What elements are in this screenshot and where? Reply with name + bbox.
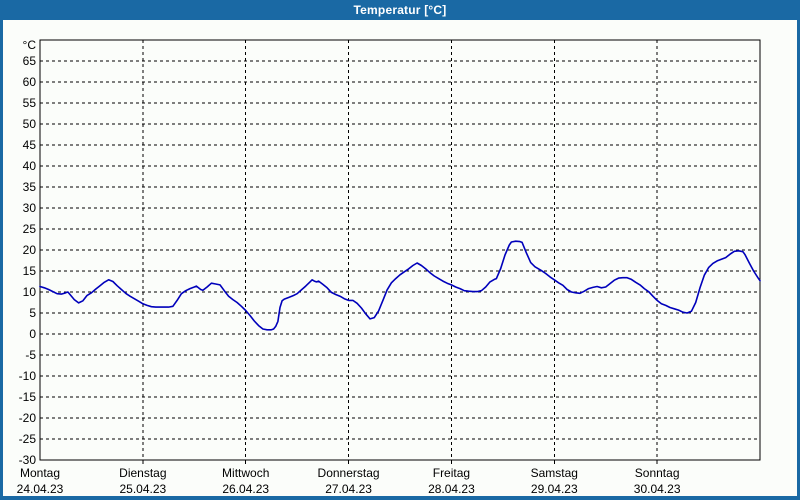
y-tick-label: 10 [23, 285, 37, 299]
date-label: 24.04.23 [17, 482, 64, 496]
window-title: Temperatur [°C] [353, 3, 447, 17]
day-label: Sonntag [635, 466, 680, 480]
window-border-right [797, 20, 800, 500]
window-border-bottom [0, 496, 800, 500]
window-border-left [0, 20, 3, 500]
y-tick-label: -15 [19, 390, 37, 404]
y-tick-label: -10 [19, 369, 37, 383]
y-tick-label: -25 [19, 432, 37, 446]
temperature-line [39, 240, 761, 331]
y-tick-label: -20 [19, 411, 37, 425]
date-label: 27.04.23 [325, 482, 372, 496]
y-tick-label: 5 [29, 306, 36, 320]
plot-border [39, 39, 761, 461]
y-tick-label: 60 [23, 75, 37, 89]
y-tick-label: 25 [23, 222, 37, 236]
date-label: 29.04.23 [531, 482, 578, 496]
date-label: 28.04.23 [428, 482, 475, 496]
y-tick-label: 20 [23, 243, 37, 257]
y-tick-label: 50 [23, 117, 37, 131]
y-tick-label: 15 [23, 264, 37, 278]
window-titlebar: Temperatur [°C] [0, 0, 800, 20]
y-tick-label: 40 [23, 159, 37, 173]
y-tick-label: 45 [23, 138, 37, 152]
y-tick-label: 55 [23, 96, 37, 110]
date-label: 30.04.23 [634, 482, 681, 496]
y-tick-label: 30 [23, 201, 37, 215]
date-label: 26.04.23 [222, 482, 269, 496]
day-label: Mittwoch [222, 466, 269, 480]
y-tick-label: 35 [23, 180, 37, 194]
y-axis-unit-label: °C [23, 38, 37, 52]
date-label: 25.04.23 [119, 482, 166, 496]
day-label: Donnerstag [318, 466, 380, 480]
y-tick-label: -5 [25, 348, 36, 362]
day-label: Samstag [531, 466, 578, 480]
y-tick-label: -30 [19, 453, 37, 467]
day-label: Freitag [433, 466, 470, 480]
y-tick-label: 65 [23, 54, 37, 68]
day-label: Montag [20, 466, 60, 480]
y-tick-label: 0 [29, 327, 36, 341]
day-label: Dienstag [119, 466, 166, 480]
